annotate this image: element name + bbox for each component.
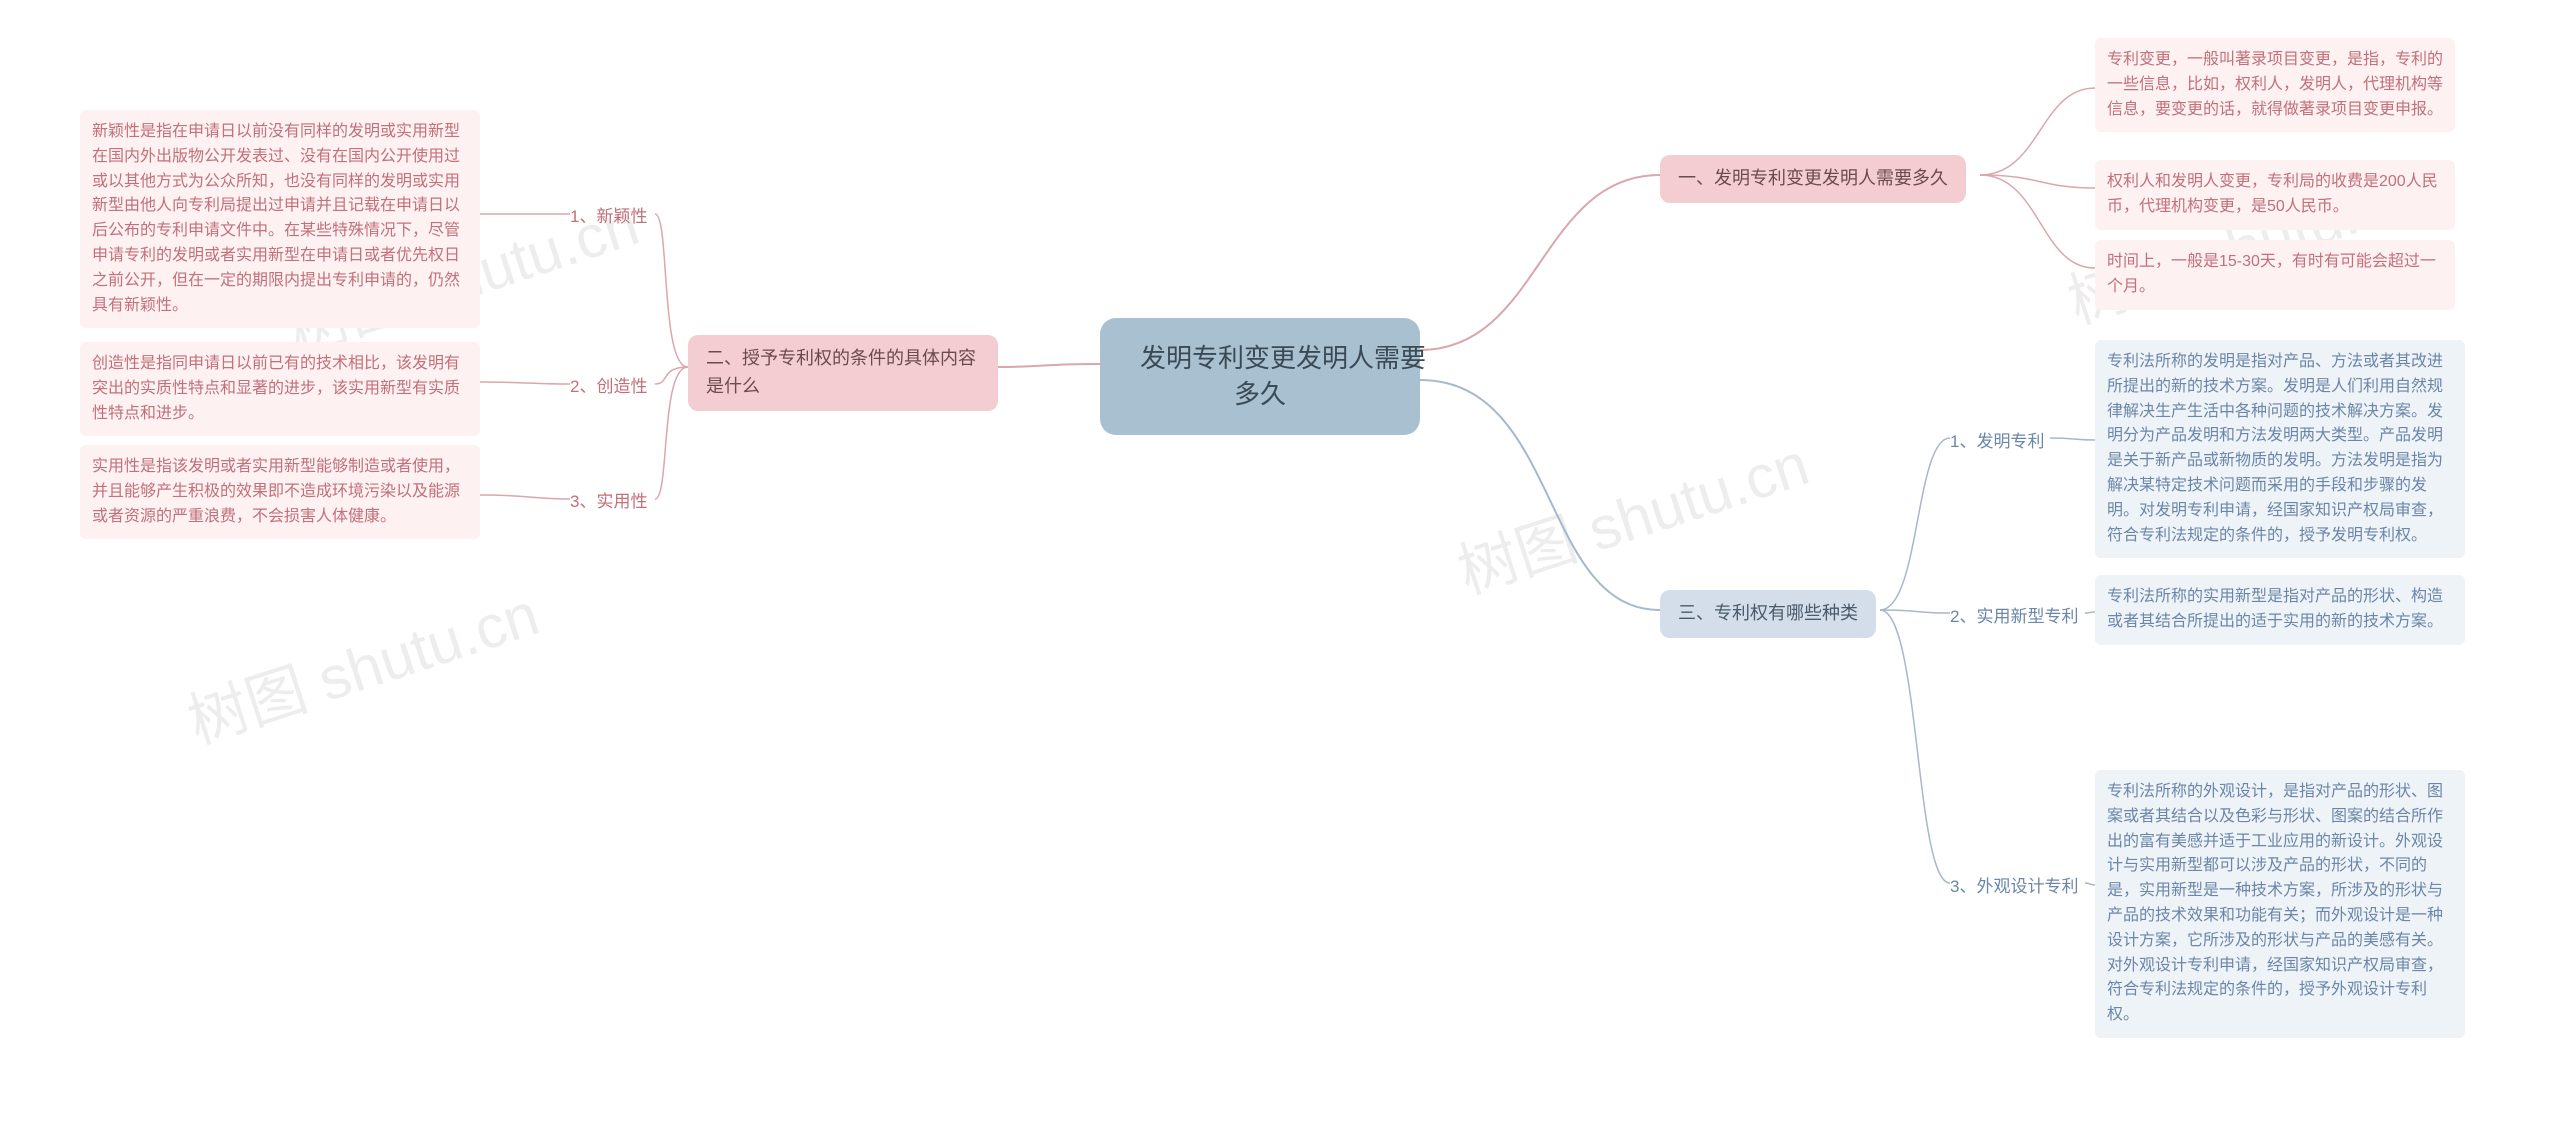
branch2-item2-label: 3、实用性 (570, 485, 647, 519)
branch3-item1-desc: 专利法所称的实用新型是指对产品的形状、构造或者其结合所提出的适于实用的新的技术方… (2095, 575, 2465, 645)
root-line1: 发明专利变更发明人需要 (1140, 343, 1426, 373)
branch1-leaf-0: 专利变更，一般叫著录项目变更，是指，专利的一些信息，比如，权利人，发明人，代理机… (2095, 38, 2455, 132)
branch2-item0-label: 1、新颖性 (570, 200, 647, 234)
branch2-item1-desc: 创造性是指同申请日以前已有的技术相比，该发明有突出的实质性特点和显著的进步，该实… (80, 342, 480, 436)
root-node: 发明专利变更发明人需要 多久 (1100, 318, 1420, 435)
branch3-item1-label: 2、实用新型专利 (1950, 600, 2078, 634)
branch1-leaf-1: 权利人和发明人变更，专利局的收费是200人民币，代理机构变更，是50人民币。 (2095, 160, 2455, 230)
branch3-title: 三、专利权有哪些种类 (1660, 590, 1876, 638)
branch2-title: 二、授予专利权的条件的具体内容 是什么 (688, 335, 998, 411)
branch1-leaf-2: 时间上，一般是15-30天，有时有可能会超过一个月。 (2095, 240, 2455, 310)
branch2-title-l1: 二、授予专利权的条件的具体内容 (706, 348, 976, 368)
branch2-item1-label: 2、创造性 (570, 370, 647, 404)
branch1-title: 一、发明专利变更发明人需要多久 (1660, 155, 1966, 203)
watermark: 树图 shutu.cn (175, 566, 548, 761)
root-line2: 多久 (1234, 379, 1286, 409)
branch3-item0-label: 1、发明专利 (1950, 425, 2044, 459)
branch2-item0-desc: 新颖性是指在申请日以前没有同样的发明或实用新型在国内外出版物公开发表过、没有在国… (80, 110, 480, 328)
branch3-item2-label: 3、外观设计专利 (1950, 870, 2078, 904)
watermark: 树图 shutu.cn (1445, 416, 1818, 611)
branch3-item0-desc: 专利法所称的发明是指对产品、方法或者其改进所提出的新的技术方案。发明是人们利用自… (2095, 340, 2465, 558)
branch2-title-l2: 是什么 (706, 376, 760, 396)
branch2-item2-desc: 实用性是指该发明或者实用新型能够制造或者使用，并且能够产生积极的效果即不造成环境… (80, 445, 480, 539)
branch3-item2-desc: 专利法所称的外观设计，是指对产品的形状、图案或者其结合以及色彩与形状、图案的结合… (2095, 770, 2465, 1038)
